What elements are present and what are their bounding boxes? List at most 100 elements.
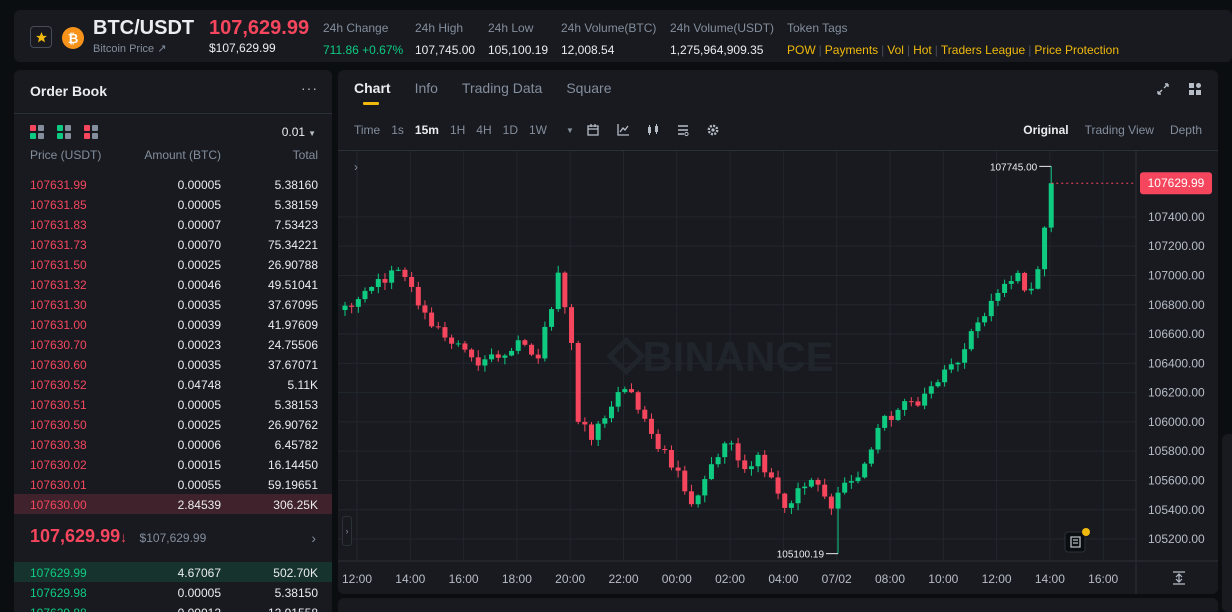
candle-body <box>722 443 728 458</box>
ask-row[interactable]: 107630.01 0.00055 59.19651 <box>14 474 332 494</box>
ask-row[interactable]: 107630.02 0.00015 16.14450 <box>14 454 332 474</box>
timeframe-1d[interactable]: 1D <box>502 123 518 137</box>
candle-body <box>902 401 908 410</box>
candle-body <box>1022 272 1028 291</box>
indicator-icon[interactable] <box>616 123 630 137</box>
mid-price-usd: $107,629.99 <box>139 531 207 545</box>
row-total: 26.90762 <box>267 418 318 432</box>
view-depth[interactable]: Depth <box>1169 123 1202 137</box>
timeframe-4h[interactable]: 4H <box>476 123 492 137</box>
timeframe-1s[interactable]: 1s <box>391 123 404 137</box>
ask-row[interactable]: 107631.00 0.00039 41.97609 <box>14 314 332 334</box>
candle-body <box>888 415 894 420</box>
tag-link[interactable]: POW <box>787 43 816 57</box>
tag-link[interactable]: Vol <box>887 43 904 57</box>
candlestick-chart[interactable]: BINANCE 105200.00 105400.00 105600.00 105800… <box>338 151 1218 594</box>
tag-link[interactable]: Traders League <box>940 43 1026 57</box>
candle-body <box>622 389 628 393</box>
x-tick-label: 02:00 <box>715 572 745 586</box>
candle-body <box>928 386 934 394</box>
candle-body <box>728 443 734 445</box>
tab-chart[interactable]: Chart <box>354 80 391 105</box>
row-amount: 2.84539 <box>177 498 221 512</box>
layout-grid-icon[interactable] <box>1188 82 1202 96</box>
calendar-icon[interactable] <box>586 123 600 137</box>
gear-icon[interactable] <box>706 123 720 137</box>
fullscreen-icon[interactable] <box>1156 82 1170 96</box>
mid-price-row[interactable]: 107,629.99↓ $107,629.99 › <box>30 526 318 550</box>
x-tick-label: 14:00 <box>395 572 425 586</box>
row-price: 107631.99 <box>30 178 87 192</box>
ask-row[interactable]: 107630.50 0.00025 26.90762 <box>14 414 332 434</box>
row-total: 41.97609 <box>267 318 318 332</box>
ask-row[interactable]: 107631.83 0.00007 7.53423 <box>14 214 332 234</box>
ask-row[interactable]: 107631.85 0.00005 5.38159 <box>14 194 332 214</box>
candle-body <box>482 359 488 366</box>
candle-type-icon[interactable] <box>646 123 660 137</box>
orderbook-asks-view-icon[interactable] <box>84 125 98 139</box>
coin-info-link[interactable]: Bitcoin Price ↗ <box>93 43 167 55</box>
y-tick-label: 106000.00 <box>1148 415 1205 429</box>
ask-row[interactable]: 107631.50 0.00025 26.90788 <box>14 254 332 274</box>
timeframe-time[interactable]: Time <box>354 123 381 137</box>
ask-row[interactable]: 107631.32 0.00046 49.51041 <box>14 274 332 294</box>
y-tick-label: 106800.00 <box>1148 298 1205 312</box>
pair-symbol[interactable]: BTC/USDT <box>93 17 195 39</box>
expand-sidebar-icon[interactable]: › <box>342 516 352 546</box>
row-amount: 0.00012 <box>178 606 221 612</box>
chevron-down-icon[interactable]: ▼ <box>565 125 574 135</box>
candle-body <box>349 305 355 307</box>
y-tick-label: 106600.00 <box>1148 327 1205 341</box>
bid-row[interactable]: 107629.99 4.67067 502.70K <box>14 562 332 582</box>
tag-link[interactable]: Price Protection <box>1034 43 1120 57</box>
axis-scale-icon[interactable] <box>1173 571 1185 585</box>
more-options-icon[interactable]: ··· <box>301 80 318 96</box>
data-window-button[interactable] <box>1064 531 1086 553</box>
ask-row[interactable]: 107630.51 0.00005 5.38153 <box>14 394 332 414</box>
tag-link[interactable]: Hot <box>913 43 932 57</box>
row-price: 107630.52 <box>30 378 87 392</box>
tick-size-select[interactable]: 0.01 ▼ <box>282 125 316 139</box>
favorite-star-icon[interactable] <box>30 26 52 48</box>
view-trading-view[interactable]: Trading View <box>1084 123 1154 137</box>
stat-24h-low: 24h Low 105,100.19 <box>488 21 548 57</box>
view-original[interactable]: Original <box>1023 123 1069 137</box>
candle-body <box>688 491 694 505</box>
ask-row[interactable]: 107631.30 0.00035 37.67095 <box>14 294 332 314</box>
timeframe-1h[interactable]: 1H <box>449 123 466 137</box>
candle-body <box>848 481 854 483</box>
last-price-tag-label: 107629.99 <box>1148 176 1205 190</box>
row-total: 16.14450 <box>267 458 318 472</box>
ask-row[interactable]: 107630.00 2.84539 306.25K <box>14 494 332 514</box>
ask-row[interactable]: 107631.73 0.00070 75.34221 <box>14 234 332 254</box>
stat-label: 24h Volume(BTC) <box>561 21 657 35</box>
row-price: 107631.85 <box>30 198 87 212</box>
stat-label: 24h Change <box>323 21 389 35</box>
candle-body <box>742 460 748 470</box>
chevron-right-icon[interactable]: › <box>354 160 358 174</box>
orderbook-both-view-icon[interactable] <box>30 125 44 139</box>
candle-body <box>975 322 981 332</box>
row-total: 26.90788 <box>267 258 318 272</box>
tag-link[interactable]: Payments <box>824 43 879 57</box>
ask-row[interactable]: 107631.99 0.00005 5.38160 <box>14 174 332 194</box>
orderbook-bids-view-icon[interactable] <box>57 125 71 139</box>
ask-row[interactable]: 107630.70 0.00023 24.75506 <box>14 334 332 354</box>
candle-body <box>702 479 708 496</box>
tab-info[interactable]: Info <box>414 80 438 96</box>
tab-square[interactable]: Square <box>566 80 612 96</box>
timeframe-1w[interactable]: 1W <box>528 123 547 137</box>
chevron-right-icon[interactable]: › <box>311 530 316 546</box>
bid-row[interactable]: 107629.98 0.00005 5.38150 <box>14 582 332 602</box>
ask-row[interactable]: 107630.60 0.00035 37.67071 <box>14 354 332 374</box>
row-total: 5.38159 <box>274 198 318 212</box>
chart-settings-list-icon[interactable] <box>676 123 690 137</box>
ask-row[interactable]: 107630.52 0.04748 5.11K <box>14 374 332 394</box>
row-amount: 0.00005 <box>177 198 221 212</box>
candle-body <box>808 479 814 487</box>
ask-row[interactable]: 107630.38 0.00006 6.45782 <box>14 434 332 454</box>
bid-row[interactable]: 107629.88 0.00012 12.91558 <box>14 602 332 612</box>
timeframe-15m[interactable]: 15m <box>414 123 439 137</box>
tab-trading-data[interactable]: Trading Data <box>461 80 543 96</box>
bottom-panel-edge <box>338 598 1218 612</box>
